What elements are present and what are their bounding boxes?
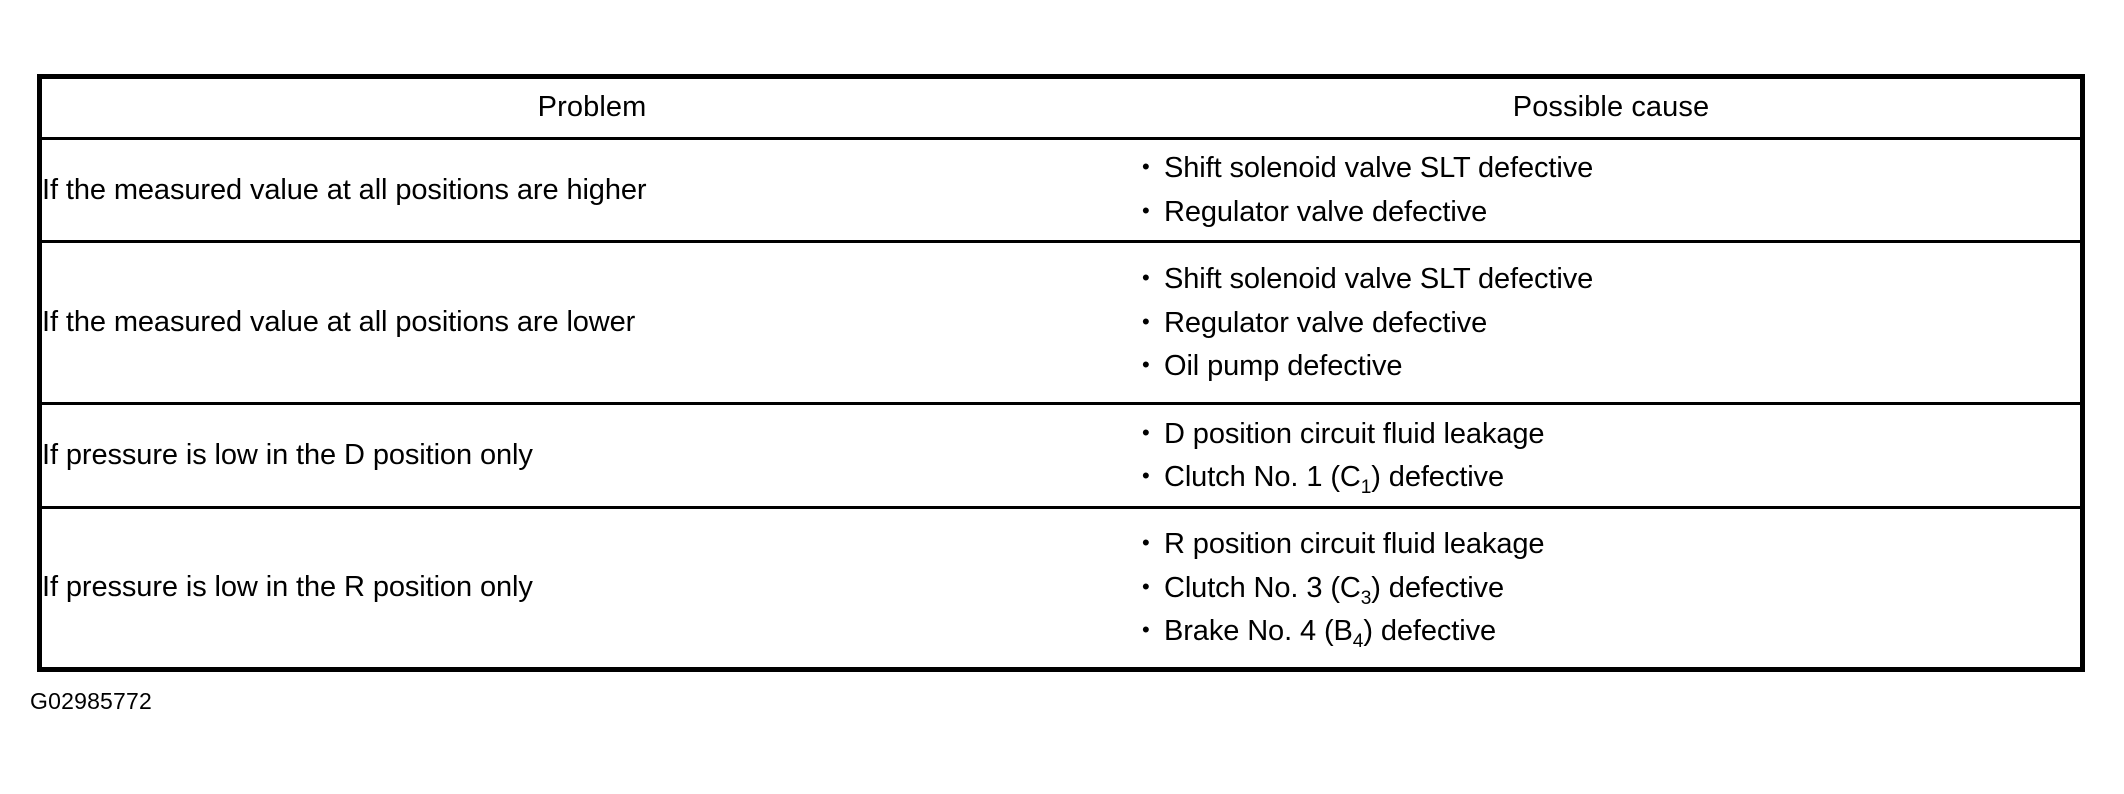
cause-list: Shift solenoid valve SLT defective Regul…: [1142, 263, 2080, 381]
problem-cell: If pressure is low in the D position onl…: [42, 402, 1142, 508]
cause-cell: R position circuit fluid leakage Clutch …: [1142, 505, 2080, 667]
column-header-possible-cause: Possible cause: [1512, 91, 1710, 124]
table-body: If the measured value at all positions a…: [42, 136, 2080, 667]
cause-list: Shift solenoid valve SLT defective Regul…: [1142, 152, 2080, 227]
cause-cell: Shift solenoid valve SLT defective Regul…: [1142, 240, 2080, 404]
cause-list: R position circuit fluid leakage Clutch …: [1142, 528, 2080, 651]
cause-text-prefix: Clutch No. 3 (C: [1164, 571, 1361, 604]
cause-text-suffix: ) defective: [1363, 615, 1497, 648]
problem-cell: If pressure is low in the R position onl…: [42, 505, 1142, 667]
cause-list-item: Clutch No. 3 (C3) defective: [1142, 571, 2080, 608]
cause-list-item: Regulator valve defective: [1142, 196, 2080, 227]
cause-list-item: R position circuit fluid leakage: [1142, 528, 2080, 559]
table-header: Problem Possible cause: [42, 79, 2080, 139]
cause-list-item: Oil pump defective: [1142, 350, 2080, 381]
subscript-label: 1: [1360, 476, 1372, 498]
column-header-problem: Problem: [537, 91, 647, 124]
problem-cause-table: Problem Possible cause If the measured v…: [42, 79, 2080, 667]
figure-id-caption: G02985772: [30, 688, 153, 714]
diagnostic-table: Problem Possible cause If the measured v…: [37, 74, 2085, 672]
cause-cell: D position circuit fluid leakage Clutch …: [1142, 402, 2080, 508]
subscript-label: 4: [1352, 630, 1364, 652]
cause-list-item: Shift solenoid valve SLT defective: [1142, 152, 2080, 183]
table-header-row: Problem Possible cause: [42, 79, 2080, 139]
cause-list-item: Brake No. 4 (B4) defective: [1142, 615, 2080, 651]
table-row: If the measured value at all positions a…: [42, 136, 2080, 242]
table-row: If pressure is low in the D position onl…: [42, 402, 2080, 508]
cause-cell: Shift solenoid valve SLT defective Regul…: [1142, 136, 2080, 242]
table-row: If pressure is low in the R position onl…: [42, 505, 2080, 667]
cause-text-prefix: Clutch No. 1 (C: [1164, 460, 1361, 493]
table-row: If the measured value at all positions a…: [42, 240, 2080, 404]
cause-list-item: Shift solenoid valve SLT defective: [1142, 263, 2080, 294]
cause-list-item: Clutch No. 1 (C1) defective: [1142, 460, 2080, 497]
cause-text-suffix: ) defective: [1371, 571, 1504, 604]
cause-text-prefix: Brake No. 4 (B: [1164, 615, 1353, 648]
problem-cell: If the measured value at all positions a…: [42, 136, 1142, 242]
cause-list-item: Regulator valve defective: [1142, 307, 2080, 338]
subscript-label: 3: [1360, 587, 1372, 609]
cause-list: D position circuit fluid leakage Clutch …: [1142, 418, 2080, 497]
cause-text-suffix: ) defective: [1371, 460, 1504, 493]
problem-cell: If the measured value at all positions a…: [42, 240, 1142, 404]
cause-list-item: D position circuit fluid leakage: [1142, 418, 2080, 449]
